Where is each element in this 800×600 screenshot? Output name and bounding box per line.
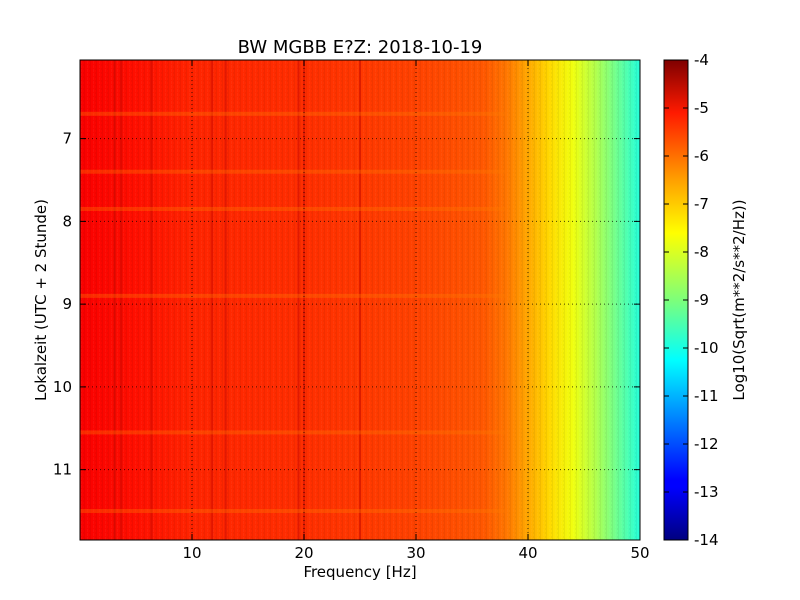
x-tick-label-0: 10 xyxy=(182,544,201,562)
spectrogram-image xyxy=(80,60,640,540)
y-tick-label-3: 10 xyxy=(53,378,72,396)
x-tick-label-4: 50 xyxy=(630,544,649,562)
chart-title: BW MGBB E?Z: 2018-10-19 xyxy=(238,37,483,58)
spectral-line-3 xyxy=(211,60,214,540)
spectral-line-0 xyxy=(113,60,116,540)
colorbar-tick-label-1: -5 xyxy=(694,99,709,117)
colorbar-tick-label-9: -13 xyxy=(694,483,719,501)
y-axis-label: Lokalzeit (UTC + 2 Stunde) xyxy=(32,199,50,401)
colorbar-tick-label-3: -7 xyxy=(694,195,709,213)
plot-frame xyxy=(79,59,641,541)
y-tick-label-1: 8 xyxy=(62,212,72,230)
colorbar-tick-label-8: -12 xyxy=(694,435,719,453)
x-axis-ticks: 10 20 30 40 50 xyxy=(182,60,650,562)
y-tick-label-0: 7 xyxy=(62,130,72,148)
colorbar-tick-label-7: -11 xyxy=(694,387,719,405)
y-axis-ticks: 7 8 9 10 11 xyxy=(53,130,640,479)
colorbar-tick-label-6: -10 xyxy=(694,339,719,357)
colorbar-tick-label-2: -6 xyxy=(694,147,709,165)
time-band-3 xyxy=(80,293,506,298)
time-band-1 xyxy=(80,169,506,174)
spectral-line-2 xyxy=(150,60,153,540)
time-bands xyxy=(80,111,506,514)
spectral-line-5 xyxy=(297,60,300,540)
time-band-4 xyxy=(80,430,506,435)
colorbar-tick-label-4: -8 xyxy=(694,243,709,261)
colorbar-tick-label-5: -9 xyxy=(694,291,709,309)
x-tick-label-1: 20 xyxy=(294,544,313,562)
colorbar-ticks: -4 -5 -6 -7 -8 -9 -10 -11 -12 -13 -14 xyxy=(664,51,719,549)
spectral-line-7 xyxy=(359,60,361,540)
y-tick-label-4: 11 xyxy=(53,461,72,479)
grid xyxy=(80,60,641,540)
spectral-line-4 xyxy=(224,60,227,540)
time-band-5 xyxy=(80,509,506,514)
colorbar-tick-label-0: -4 xyxy=(694,51,709,69)
spectral-line-1 xyxy=(120,60,123,540)
time-band-2 xyxy=(80,206,506,211)
y-tick-label-2: 9 xyxy=(62,295,72,313)
colorbar-label: Log10(Sqrt(m**2/s**2/Hz)) xyxy=(730,199,748,400)
x-tick-label-2: 30 xyxy=(406,544,425,562)
x-axis-label: Frequency [Hz] xyxy=(303,563,416,581)
colorbar-tick-label-10: -14 xyxy=(694,531,719,549)
x-tick-label-3: 40 xyxy=(518,544,537,562)
time-band-0 xyxy=(80,111,506,116)
